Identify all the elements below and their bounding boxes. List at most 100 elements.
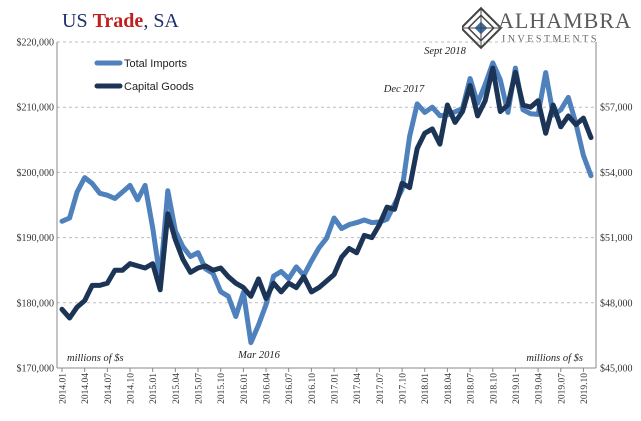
x-tick-label: 2019.07 xyxy=(557,373,567,404)
data-point-total-imports xyxy=(469,77,471,80)
data-point-capital-goods xyxy=(575,123,577,126)
data-point-total-imports xyxy=(212,272,214,275)
data-point-capital-goods xyxy=(235,282,237,285)
data-point-total-imports xyxy=(484,83,487,86)
data-point-total-imports xyxy=(136,198,139,201)
x-tick-label: 2016.01 xyxy=(240,373,250,404)
data-point-capital-goods xyxy=(371,236,373,239)
data-point-total-imports xyxy=(363,219,366,221)
data-point-total-imports xyxy=(454,110,456,113)
data-point-capital-goods xyxy=(250,295,252,298)
data-point-total-imports xyxy=(197,251,199,254)
data-point-total-imports xyxy=(514,67,517,69)
chart-title-part2: , SA xyxy=(143,10,179,32)
data-point-capital-goods xyxy=(333,273,335,276)
data-point-capital-goods xyxy=(167,212,169,215)
data-point-total-imports xyxy=(529,112,532,115)
data-point-total-imports xyxy=(129,184,131,187)
data-point-capital-goods xyxy=(174,238,177,241)
data-point-capital-goods xyxy=(446,104,449,106)
data-point-capital-goods xyxy=(476,115,479,117)
data-point-capital-goods xyxy=(469,84,471,87)
y-left-tick-label: $190,000 xyxy=(17,233,55,244)
data-point-capital-goods xyxy=(582,117,585,119)
data-point-capital-goods xyxy=(537,99,539,102)
data-point-capital-goods xyxy=(83,299,86,302)
data-point-capital-goods xyxy=(189,271,192,274)
annotation-label: Dec 2017 xyxy=(383,84,425,95)
data-point-capital-goods xyxy=(144,267,146,269)
data-point-total-imports xyxy=(559,109,562,111)
x-tick-label: 2015.04 xyxy=(172,373,182,404)
data-point-total-imports xyxy=(295,266,298,268)
data-point-total-imports xyxy=(265,303,267,306)
data-point-total-imports xyxy=(499,79,502,81)
data-point-total-imports xyxy=(235,315,237,318)
x-tick-label: 2014.04 xyxy=(81,373,91,404)
x-tick-label: 2019.04 xyxy=(535,373,545,404)
data-point-capital-goods xyxy=(212,269,214,272)
alhambra-emblem-icon xyxy=(459,6,503,50)
x-tick-label: 2017.01 xyxy=(331,373,341,404)
data-point-total-imports xyxy=(219,290,222,293)
chart-title-part1: US xyxy=(62,10,93,32)
x-tick-label: 2017.07 xyxy=(376,373,386,404)
x-tick-label: 2017.10 xyxy=(399,373,409,404)
data-point-total-imports xyxy=(106,194,109,197)
data-point-total-imports xyxy=(333,217,335,219)
data-point-capital-goods xyxy=(98,284,101,287)
data-point-capital-goods xyxy=(182,258,184,261)
data-point-total-imports xyxy=(242,291,245,294)
data-point-capital-goods xyxy=(439,143,441,145)
data-point-total-imports xyxy=(340,227,343,230)
data-point-total-imports xyxy=(121,191,124,193)
x-tick-label: 2018.04 xyxy=(444,373,454,404)
data-point-capital-goods xyxy=(393,208,396,211)
data-point-capital-goods xyxy=(136,265,139,267)
data-point-total-imports xyxy=(355,221,358,224)
alhambra-logo: ALHAMBRA INVESTMENTS xyxy=(459,6,634,50)
data-point-capital-goods xyxy=(355,252,358,254)
data-point-capital-goods xyxy=(129,262,131,265)
data-point-total-imports xyxy=(287,277,290,280)
x-tick-label: 2016.10 xyxy=(308,373,318,404)
data-point-total-imports xyxy=(371,221,373,224)
x-tick-label: 2014.10 xyxy=(127,373,137,404)
data-point-total-imports xyxy=(507,111,509,114)
data-point-capital-goods xyxy=(61,308,63,311)
data-point-total-imports xyxy=(537,113,539,116)
data-point-total-imports xyxy=(68,217,71,219)
x-tick-label: 2017.04 xyxy=(353,373,363,404)
data-point-capital-goods xyxy=(454,121,456,124)
data-point-total-imports xyxy=(439,114,441,117)
data-point-capital-goods xyxy=(325,280,328,282)
data-point-total-imports xyxy=(348,223,350,226)
legend-label-total-imports: Total Imports xyxy=(124,58,187,70)
y-left-tick-label: $210,000 xyxy=(17,103,55,114)
data-point-total-imports xyxy=(582,154,585,157)
x-tick-label: 2018.07 xyxy=(467,373,477,404)
data-point-total-imports xyxy=(544,71,547,74)
data-point-total-imports xyxy=(431,106,434,108)
y-right-unit-label: millions of $s xyxy=(526,353,583,364)
data-point-capital-goods xyxy=(340,256,343,258)
chart-title-accent: Trade xyxy=(92,10,144,32)
data-point-capital-goods xyxy=(408,186,411,189)
data-point-total-imports xyxy=(590,174,592,177)
x-tick-label: 2014.07 xyxy=(104,373,114,404)
data-point-capital-goods xyxy=(318,286,320,289)
data-point-capital-goods xyxy=(423,132,426,135)
y-left-tick-label: $170,000 xyxy=(17,364,55,375)
data-point-capital-goods xyxy=(227,275,230,278)
data-point-capital-goods xyxy=(507,104,509,106)
data-point-total-imports xyxy=(416,103,418,105)
data-point-total-imports xyxy=(76,191,78,193)
y-left-tick-label: $180,000 xyxy=(17,298,55,309)
data-point-total-imports xyxy=(98,192,101,195)
x-tick-label: 2019.10 xyxy=(580,373,590,404)
data-point-capital-goods xyxy=(529,106,532,108)
data-point-capital-goods xyxy=(68,317,71,319)
x-tick-label: 2014.01 xyxy=(59,373,69,404)
x-tick-label: 2015.10 xyxy=(217,373,227,404)
data-point-capital-goods xyxy=(499,110,502,113)
